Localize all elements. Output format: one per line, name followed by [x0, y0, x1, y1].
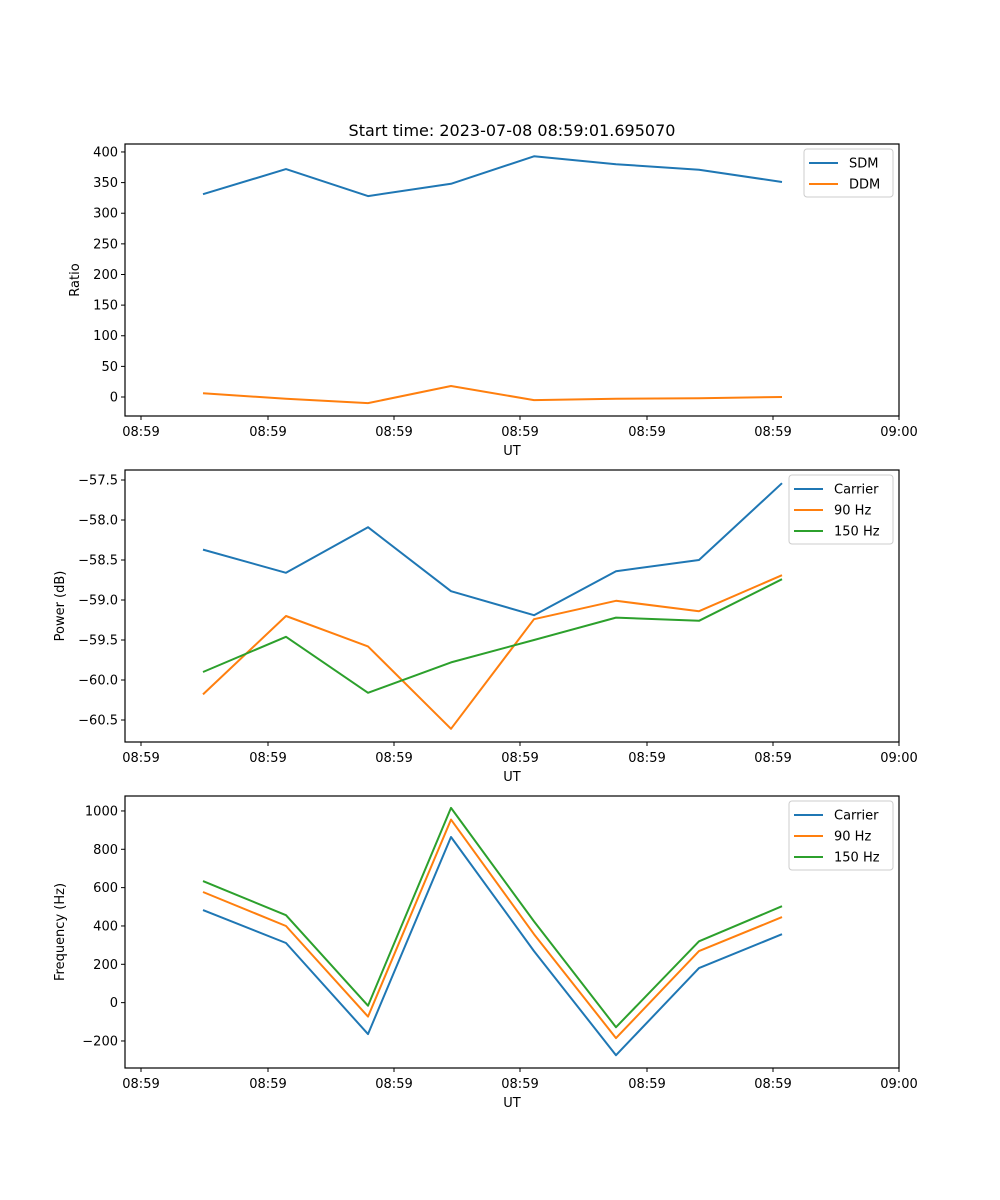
x-tick-label: 08:59 — [375, 751, 412, 766]
legend-label: Carrier — [834, 809, 879, 824]
x-tick-label: 09:00 — [880, 425, 917, 440]
y-tick-label: 600 — [93, 881, 118, 896]
y-tick-label: 200 — [93, 268, 118, 283]
axes-frame — [124, 469, 900, 743]
y-tick-label: 150 — [93, 299, 118, 314]
y-tick-label: −57.5 — [78, 474, 118, 489]
y-tick-label: −58.0 — [78, 514, 118, 529]
y-tick-label: −60.0 — [78, 674, 118, 689]
chart-panel-3: −200 0 200 400 600 800 1000 08:59 08:59 08:59 08:5… — [53, 795, 918, 1111]
legend: Carrier 90 Hz 150 Hz — [788, 474, 894, 545]
legend: Carrier 90 Hz 150 Hz — [788, 800, 894, 871]
x-tick-label: 08:59 — [628, 425, 665, 440]
x-tick-label: 08:59 — [754, 425, 791, 440]
y-tick-label: −59.0 — [78, 594, 118, 609]
y-tick-label: 50 — [101, 360, 118, 375]
x-tick-label: 08:59 — [754, 1077, 791, 1092]
x-axis-label: UT — [503, 1096, 521, 1111]
y-tick-label: −58.5 — [78, 554, 118, 569]
legend-label: 150 Hz — [834, 525, 880, 540]
legend-label: SDM — [849, 157, 878, 172]
x-tick-label: 08:59 — [501, 1077, 538, 1092]
legend-label: Carrier — [834, 483, 879, 498]
y-tick-label: 0 — [110, 391, 118, 406]
y-tick-label: 100 — [93, 329, 118, 344]
y-tick-label: 400 — [93, 919, 118, 934]
x-tick-label: 08:59 — [501, 425, 538, 440]
y-axis-label: Frequency (Hz) — [53, 883, 68, 981]
x-tick-label: 08:59 — [628, 1077, 665, 1092]
figure-title: Start time: 2023-07-08 08:59:01.695070 — [349, 121, 676, 140]
x-tick-label: 08:59 — [375, 1077, 412, 1092]
series-line-150-hz — [202, 578, 783, 694]
x-tick-label: 08:59 — [754, 751, 791, 766]
x-tick-label: 08:59 — [122, 1077, 159, 1092]
y-tick-label: 1000 — [85, 804, 118, 819]
y-tick-label: 200 — [93, 958, 118, 973]
x-tick-label: 08:59 — [249, 1077, 286, 1092]
x-tick-label: 08:59 — [628, 751, 665, 766]
x-axis-label: UT — [503, 444, 521, 459]
x-tick-label: 08:59 — [249, 751, 286, 766]
series-line-150-hz — [202, 806, 783, 1029]
y-tick-label: −59.5 — [78, 634, 118, 649]
chart-panel-2: −60.5 −60.0 −59.5 −59.0 −58.5 −58.0 −57.5 08:59… — [53, 469, 918, 785]
x-tick-label: 09:00 — [880, 1077, 917, 1092]
series-line-sdm — [202, 155, 783, 198]
x-tick-label: 09:00 — [880, 751, 917, 766]
legend: SDM DDM — [803, 148, 894, 198]
chart-panel-1: 0 50 100 150 200 250 300 350 400 08:59 08:59 08:59 0… — [68, 143, 918, 459]
series-line-90-hz — [202, 818, 783, 1040]
legend-label: 150 Hz — [834, 851, 880, 866]
y-axis-label: Ratio — [68, 263, 83, 296]
y-tick-label: 350 — [93, 176, 118, 191]
y-tick-label: −60.5 — [78, 714, 118, 729]
legend-label: 90 Hz — [834, 504, 871, 519]
x-tick-label: 08:59 — [375, 425, 412, 440]
series-line-ddm — [202, 385, 783, 405]
y-tick-label: 0 — [110, 996, 118, 1011]
series-line-90-hz — [202, 574, 783, 730]
legend-frame — [788, 800, 894, 871]
series-line-carrier — [202, 482, 783, 617]
legend-label: 90 Hz — [834, 830, 871, 845]
y-axis-label: Power (dB) — [53, 571, 68, 642]
series-line-carrier — [202, 836, 783, 1057]
axes-frame — [124, 795, 900, 1069]
x-tick-label: 08:59 — [501, 751, 538, 766]
y-tick-label: 250 — [93, 237, 118, 252]
x-tick-label: 08:59 — [249, 425, 286, 440]
legend-label: DDM — [849, 178, 880, 193]
y-tick-label: 400 — [93, 145, 118, 160]
x-axis-label: UT — [503, 770, 521, 785]
y-tick-label: 800 — [93, 843, 118, 858]
legend-frame — [788, 474, 894, 545]
y-tick-label: 300 — [93, 207, 118, 222]
x-tick-label: 08:59 — [122, 751, 159, 766]
y-tick-label: −200 — [82, 1034, 118, 1049]
x-tick-label: 08:59 — [122, 425, 159, 440]
axes-frame — [124, 143, 900, 417]
